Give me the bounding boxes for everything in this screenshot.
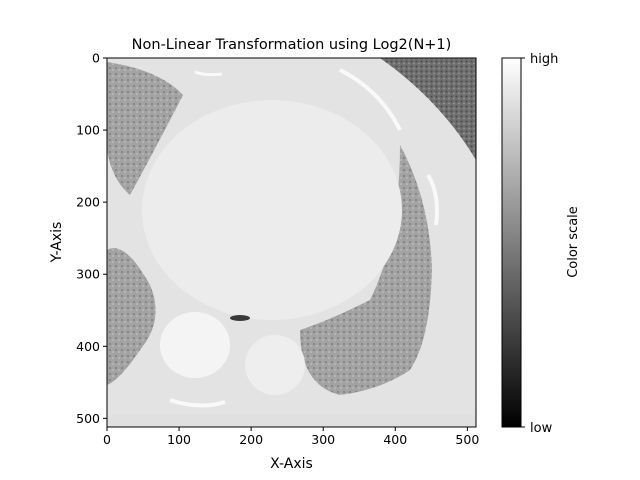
x-tick-label: 500: [455, 432, 479, 447]
colorbar: [501, 57, 522, 428]
x-tick-label: 100: [167, 432, 191, 447]
plot-frame: [106, 57, 477, 428]
x-tick-label: 300: [311, 432, 335, 447]
y-tick-label: 100: [76, 123, 100, 138]
chart-title: Non-Linear Transformation using Log2(N+1…: [132, 37, 452, 53]
colorbar-label-high: high: [530, 52, 558, 67]
y-tick-label: 0: [92, 51, 100, 66]
y-tick-label: 200: [76, 195, 100, 210]
y-tick-label: 300: [76, 267, 100, 282]
x-tick-label: 0: [103, 432, 111, 447]
ct-image: [107, 58, 476, 427]
x-tick-label: 200: [239, 432, 263, 447]
colorbar-title: Color scale: [566, 206, 581, 278]
y-axis-label: Y-Axis: [49, 222, 65, 264]
x-axis-label: X-Axis: [270, 456, 313, 472]
y-tick-label: 500: [76, 411, 100, 426]
y-tick-label: 400: [76, 339, 100, 354]
colorbar-label-low: low: [530, 421, 553, 436]
y-axis-ticks: 0 100 200 300 400 500: [76, 51, 107, 426]
x-tick-label: 400: [383, 432, 407, 447]
x-axis-ticks: 0 100 200 300 400 500: [103, 427, 479, 447]
